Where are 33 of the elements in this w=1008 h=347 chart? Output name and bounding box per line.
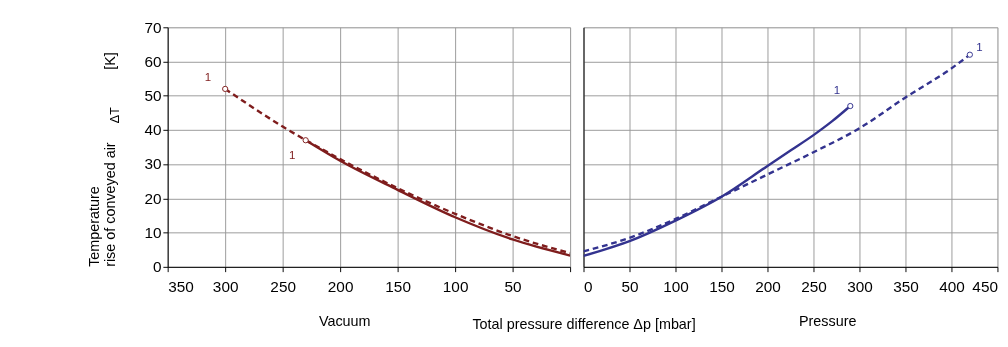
x-tick-label: 250	[270, 278, 296, 296]
annotation: 1	[976, 40, 983, 53]
x-tick-label: 150	[709, 278, 735, 296]
text: Vacuum	[318, 313, 371, 330]
x-tick-label: 300	[212, 278, 239, 296]
annotation: 1	[204, 71, 212, 84]
x-tick-label: 350	[168, 278, 194, 296]
annotation: 1	[833, 83, 841, 96]
y-tick-label: 70	[144, 18, 162, 36]
x-tick-label: 450	[972, 278, 998, 296]
y-tick-label: 50	[144, 87, 162, 105]
x-tick-label: 50	[504, 278, 522, 296]
x-tick-label: 150	[385, 278, 411, 296]
x-tick-label: 350	[893, 278, 919, 296]
x-tick-label: 250	[801, 278, 827, 296]
annotation: 1	[289, 149, 296, 162]
x-axis-title: Total pressure difference Δp [mbar]	[472, 315, 696, 332]
y-tick-label: 30	[144, 155, 162, 173]
y-tick-label: 60	[144, 52, 162, 70]
x-tick-label: 100	[663, 278, 689, 296]
text: Pressure	[799, 313, 857, 330]
x-tick-label: 50	[621, 278, 639, 296]
x-tick-label: 200	[327, 278, 354, 296]
x-tick-label: 0	[584, 278, 593, 296]
y-tick-label: 20	[144, 189, 162, 207]
x-tick-label: 100	[442, 278, 469, 296]
text: Temperature rise of conveyed airΔT [K]	[85, 52, 122, 267]
y-tick-label: 40	[144, 121, 162, 139]
x-tick-label: 300	[847, 278, 873, 296]
y-tick-label: 0	[152, 258, 162, 276]
y-tick-label: 10	[144, 223, 162, 241]
x-tick-label: 400	[939, 278, 965, 296]
x-tick-label: 200	[755, 278, 781, 296]
